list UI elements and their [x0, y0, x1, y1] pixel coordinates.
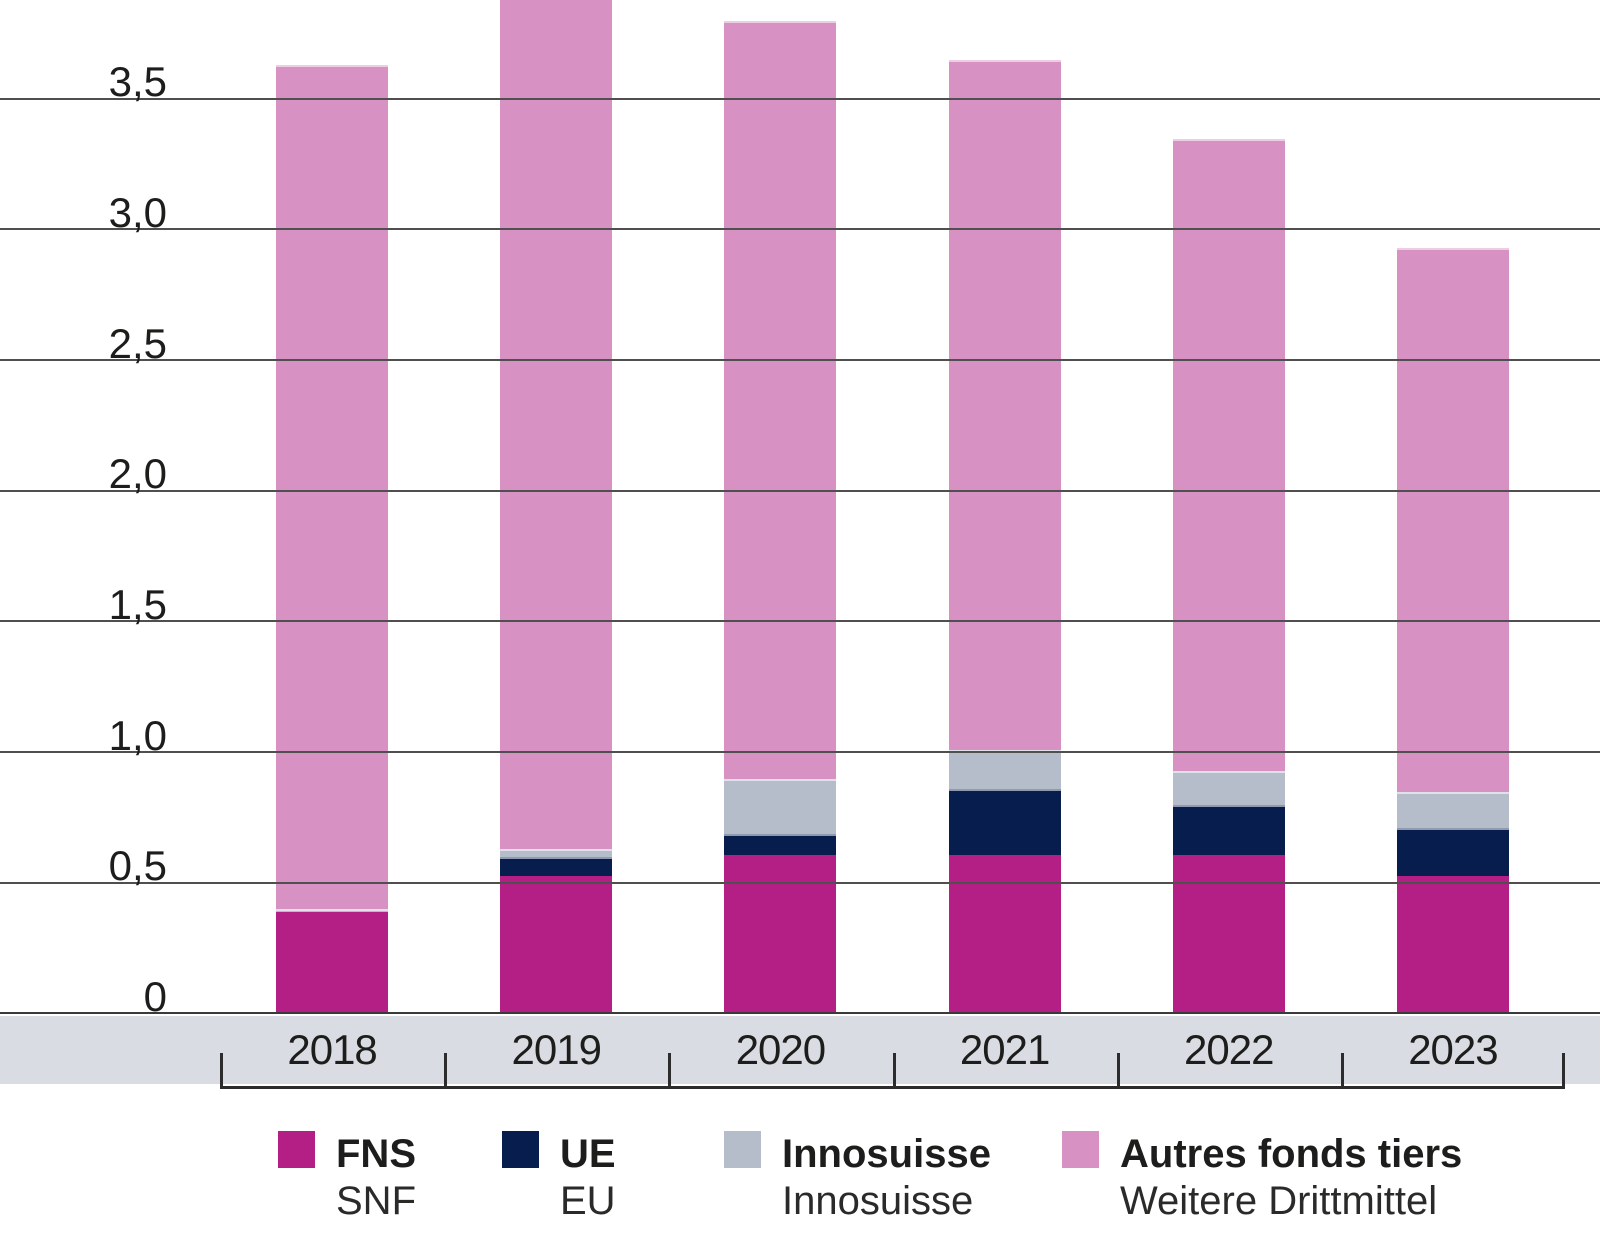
bar-segment-2023-autres-fonds-tiers	[1396, 248, 1509, 792]
x-axis-tick	[444, 1053, 448, 1086]
x-tick-label-2020: 2020	[735, 1026, 826, 1073]
bar-segment-2019-innosuisse	[500, 849, 613, 858]
x-tick-label-2022: 2022	[1184, 1026, 1274, 1073]
x-tick-label-2021: 2021	[959, 1026, 1050, 1073]
bar-segment-2020-ue	[724, 833, 837, 855]
gridline-1,5	[0, 620, 1600, 623]
x-axis-tick	[1116, 1053, 1120, 1086]
bar-segment-2021-innosuisse	[948, 750, 1061, 790]
legend-label-innosuisse-de: Innosuisse	[782, 1179, 974, 1223]
bar-segment-2023-fns	[1396, 875, 1509, 1014]
x-axis-tick	[1340, 1053, 1344, 1086]
bar-2019	[500, 0, 613, 1014]
legend-label-fns-fr: FNS	[336, 1132, 416, 1176]
x-tick-label-2018: 2018	[287, 1026, 377, 1073]
y-tick-label-3,0: 3,0	[108, 188, 167, 236]
legend-label-ue-de: EU	[560, 1179, 616, 1223]
bar-2018	[276, 65, 389, 1014]
x-axis-tick	[220, 1053, 223, 1086]
legend-swatch-fns	[278, 1131, 315, 1168]
bar-2022	[1172, 138, 1285, 1014]
legend-label-autres-fr: Autres fonds tiers	[1120, 1132, 1463, 1176]
bar-segment-2018-fns	[276, 912, 389, 1014]
bar-segment-2023-ue	[1396, 828, 1509, 876]
y-tick-label-0,5: 0,5	[108, 842, 167, 890]
bar-segment-2022-innosuisse	[1172, 770, 1285, 805]
bar-2023	[1396, 248, 1509, 1014]
x-axis-baseline	[0, 1012, 1600, 1014]
legend-swatch-ue	[502, 1131, 539, 1168]
x-axis-bracket	[220, 1053, 1565, 1089]
gridline-2,5	[0, 359, 1600, 362]
y-tick-label-1,0: 1,0	[108, 711, 167, 759]
y-tick-label-0: 0	[143, 973, 167, 1020]
bar-2020	[724, 20, 837, 1014]
legend-swatch-innosuisse	[724, 1131, 761, 1168]
y-tick-label-2,5: 2,5	[108, 319, 167, 367]
legend-item-fns: FNS SNF	[278, 1131, 416, 1225]
legend-label-fns-de: SNF	[336, 1179, 416, 1223]
x-axis-tick	[1562, 1053, 1565, 1086]
gridline-0,5	[0, 881, 1600, 884]
bar-2021	[948, 60, 1061, 1014]
bar-segment-2021-fns	[948, 854, 1061, 1014]
y-tick-label-1,5: 1,5	[108, 580, 167, 628]
bar-segment-2022-autres-fonds-tiers	[1172, 138, 1285, 771]
bar-segment-2020-fns	[724, 854, 837, 1014]
legend-item-innosuisse: Innosuisse Innosuisse	[724, 1131, 991, 1225]
legend-label-autres-de: Weitere Drittmittel	[1120, 1179, 1438, 1223]
x-axis-tick	[892, 1053, 896, 1086]
bar-segment-2021-ue	[948, 789, 1061, 855]
x-tick-label-2019: 2019	[511, 1026, 602, 1073]
bar-segment-2019-autres-fonds-tiers	[500, 0, 613, 850]
bar-segment-2022-ue	[1172, 804, 1285, 855]
gridline-1,0	[0, 751, 1600, 754]
legend-swatch-autres-fonds-tiers	[1062, 1131, 1099, 1168]
bar-segment-2020-innosuisse	[724, 778, 837, 834]
gridline-3,0	[0, 228, 1600, 231]
bar-segment-2023-innosuisse	[1396, 791, 1509, 829]
legend-item-autres-fonds-tiers: Autres fonds tiers Weitere Drittmittel	[1062, 1131, 1462, 1225]
bar-segment-2022-fns	[1172, 854, 1285, 1014]
y-tick-label-2,0: 2,0	[108, 450, 167, 498]
legend-label-ue-fr: UE	[560, 1132, 616, 1176]
bar-segment-2020-autres-fonds-tiers	[724, 20, 837, 779]
x-tick-label-2023: 2023	[1408, 1026, 1498, 1073]
bar-segment-2018-innosuisse	[276, 909, 389, 913]
plot-area	[0, 0, 1600, 1014]
gridline-3,5	[0, 97, 1600, 100]
x-axis-tick	[668, 1053, 672, 1086]
legend-label-innosuisse-fr: Innosuisse	[782, 1132, 991, 1176]
bar-segment-2021-autres-fonds-tiers	[948, 60, 1061, 751]
bar-segment-2019-fns	[500, 875, 613, 1014]
x-axis-band	[0, 1016, 1600, 1084]
bar-segment-2018-autres-fonds-tiers	[276, 65, 389, 910]
legend-item-ue: UE EU	[502, 1131, 616, 1225]
gridline-2,0	[0, 489, 1600, 492]
y-tick-label-3,5: 3,5	[108, 58, 167, 106]
bar-segment-2019-ue	[500, 857, 613, 876]
